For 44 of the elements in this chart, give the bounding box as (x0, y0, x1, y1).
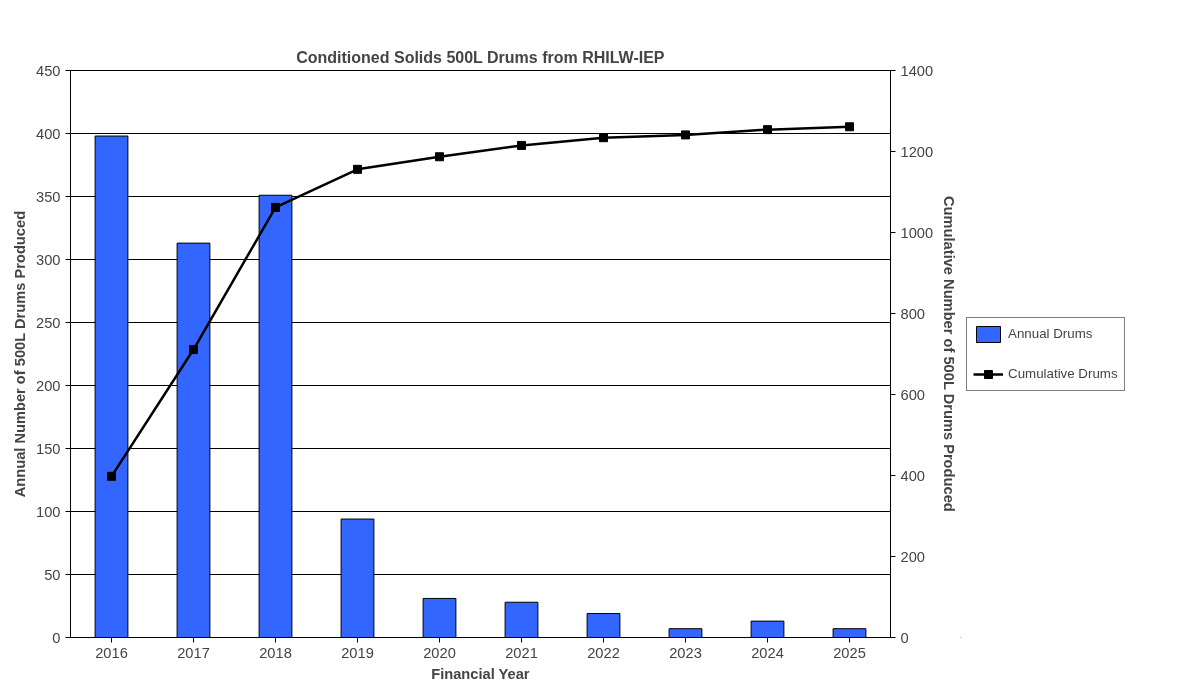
x-tick-label: 2017 (177, 644, 210, 661)
y2-tick-label: 1200 (900, 143, 934, 160)
y-tick-label: 100 (36, 503, 61, 520)
x-tick-label: 2021 (505, 644, 538, 661)
y-tick-label: 450 (36, 62, 61, 79)
y2-tick-label: 1400 (900, 62, 934, 79)
x-tick-label: 2023 (669, 644, 702, 661)
x-tick-label: 2020 (423, 644, 456, 661)
y2-tick-label: 800 (900, 305, 925, 322)
y-axis-title: Annual Number of 500L Drums Produced (12, 210, 29, 498)
y2-tick-label: 600 (900, 386, 925, 403)
x-axis-title: Financial Year (431, 665, 530, 682)
point (271, 202, 280, 212)
point (599, 133, 608, 143)
x-tick-label: 2024 (751, 644, 784, 661)
y-tick-label: 300 (36, 251, 61, 268)
point (517, 140, 526, 150)
y-tick-label: 0 (52, 629, 61, 646)
legend-label: Annual Drums (1008, 326, 1093, 341)
y2-tick-label: 0 (900, 629, 909, 646)
y2-tick-label: 200 (900, 548, 925, 565)
y-tick-label: 350 (36, 188, 61, 205)
y2-tick-label: 400 (900, 467, 925, 484)
x-tick-label: 2018 (259, 644, 292, 661)
y2-axis-title: Cumulative Number of 500L Drums Produced (941, 196, 958, 512)
x-tick-label: 2025 (833, 644, 866, 661)
y-tick-label: 50 (44, 566, 61, 583)
x-tick-label: 2019 (341, 644, 374, 661)
point (845, 122, 854, 132)
chart-title: Conditioned Solids 500L Drums from RHILW-IEP (296, 48, 665, 66)
y-tick-label: 250 (36, 314, 61, 331)
y-tick-label: 400 (36, 125, 61, 142)
point (353, 164, 362, 174)
y-tick-label: 200 (36, 377, 61, 394)
y-tick-label: 150 (36, 440, 61, 457)
x-tick-label: 2022 (587, 644, 620, 661)
legend-label: Cumulative Drums (1008, 366, 1118, 381)
x-tick-label: 2016 (95, 644, 128, 661)
point (189, 345, 198, 355)
point (435, 152, 444, 162)
point (681, 130, 690, 140)
y2-tick-label: 1000 (900, 224, 934, 241)
point (763, 125, 772, 135)
point (107, 471, 116, 481)
